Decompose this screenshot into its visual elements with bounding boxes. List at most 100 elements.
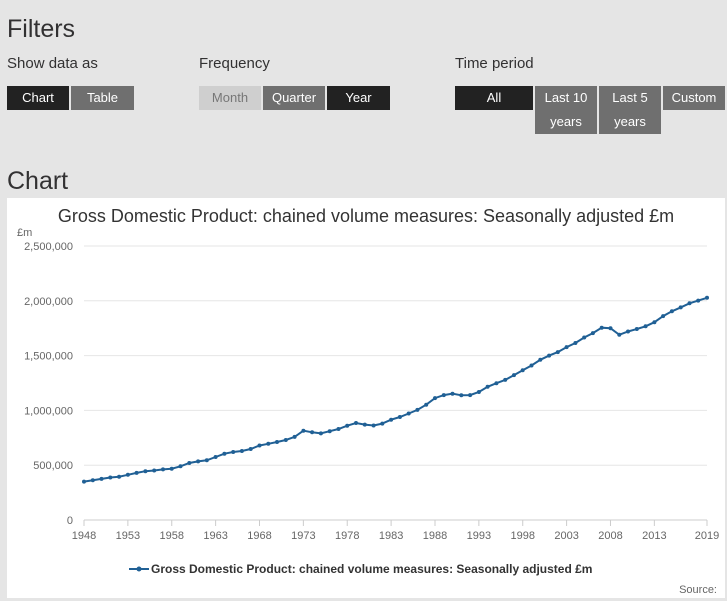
- gdp-data-point[interactable]: [231, 450, 236, 454]
- gdp-data-point[interactable]: [134, 470, 139, 475]
- gdp-data-point[interactable]: [143, 469, 148, 474]
- chart-view-button[interactable]: Chart: [7, 86, 69, 110]
- gdp-data-point[interactable]: [529, 363, 534, 368]
- gdp-data-point[interactable]: [669, 309, 674, 314]
- gdp-data-point[interactable]: [599, 325, 604, 330]
- gdp-data-point[interactable]: [520, 368, 525, 373]
- chart-heading: Chart: [7, 167, 69, 195]
- gdp-data-point[interactable]: [327, 429, 332, 434]
- gdp-data-point[interactable]: [204, 458, 209, 463]
- gdp-data-point[interactable]: [161, 467, 165, 472]
- gdp-data-point[interactable]: [82, 479, 86, 484]
- gdp-data-point[interactable]: [301, 428, 306, 433]
- gdp-data-point[interactable]: [503, 377, 508, 382]
- legend-series-label[interactable]: Gross Domestic Product: chained volume m…: [151, 562, 592, 576]
- gdp-data-point[interactable]: [617, 332, 622, 337]
- y-tick-label: 500,000: [33, 460, 73, 472]
- gdp-data-point[interactable]: [310, 430, 315, 435]
- gdp-data-point[interactable]: [468, 393, 473, 398]
- gdp-data-point[interactable]: [494, 381, 499, 386]
- gdp-data-point[interactable]: [643, 324, 648, 329]
- gdp-data-point[interactable]: [345, 423, 350, 428]
- gdp-data-point[interactable]: [380, 421, 385, 426]
- gdp-data-point[interactable]: [292, 434, 297, 439]
- x-tick-label: 1968: [247, 530, 271, 542]
- gdp-data-point[interactable]: [459, 393, 464, 398]
- x-tick-label: 1948: [72, 530, 96, 542]
- gdp-data-point[interactable]: [187, 461, 192, 465]
- month-frequency-button[interactable]: Month: [199, 86, 261, 110]
- quarter-frequency-button[interactable]: Quarter: [263, 86, 325, 110]
- y-tick-label: 1,000,000: [24, 405, 73, 417]
- gdp-data-point[interactable]: [99, 476, 104, 481]
- gdp-data-point[interactable]: [433, 396, 437, 401]
- last-5-years-label-line2: years: [614, 114, 646, 129]
- gdp-data-point[interactable]: [354, 421, 358, 425]
- y-tick-label: 2,000,000: [24, 296, 73, 308]
- gdp-data-point[interactable]: [152, 468, 157, 473]
- gdp-data-point[interactable]: [248, 447, 253, 451]
- source-label: Source:: [679, 584, 717, 596]
- frequency-label: Frequency: [199, 55, 270, 72]
- gdp-data-point[interactable]: [415, 407, 420, 412]
- gdp-data-point[interactable]: [108, 475, 113, 480]
- all-period-button[interactable]: All: [455, 86, 533, 110]
- gdp-data-point[interactable]: [222, 451, 227, 456]
- gdp-data-point[interactable]: [547, 353, 552, 358]
- gdp-data-point[interactable]: [389, 417, 394, 422]
- gdp-data-point[interactable]: [196, 459, 201, 464]
- gdp-data-point[interactable]: [239, 449, 244, 453]
- gdp-data-point[interactable]: [283, 438, 288, 442]
- gdp-data-point[interactable]: [582, 335, 587, 340]
- legend[interactable]: Gross Domestic Product: chained volume m…: [129, 562, 592, 576]
- gdp-data-point[interactable]: [626, 329, 630, 334]
- last-5-years-label-line1: Last 5: [612, 90, 648, 105]
- last-10-years-button[interactable]: Last 10 years: [535, 86, 597, 134]
- gdp-data-point[interactable]: [318, 431, 323, 436]
- gdp-data-point[interactable]: [678, 305, 683, 310]
- gdp-data-point[interactable]: [555, 350, 560, 355]
- year-frequency-button[interactable]: Year: [327, 86, 390, 110]
- x-tick-label: 2019: [695, 530, 719, 542]
- gdp-data-point[interactable]: [213, 455, 218, 459]
- gdp-data-point[interactable]: [564, 345, 569, 350]
- gdp-data-point[interactable]: [661, 314, 666, 319]
- gdp-data-point[interactable]: [608, 326, 613, 331]
- legend-dot-marker: [136, 566, 142, 572]
- gdp-data-point[interactable]: [275, 440, 279, 444]
- gdp-data-point[interactable]: [90, 478, 95, 483]
- gdp-data-point[interactable]: [266, 441, 271, 446]
- gdp-data-point[interactable]: [169, 466, 174, 471]
- gdp-data-point[interactable]: [406, 411, 411, 416]
- chart-panel: Gross Domestic Product: chained volume m…: [7, 198, 725, 598]
- gdp-data-point[interactable]: [178, 464, 183, 469]
- gdp-data-point[interactable]: [450, 391, 455, 396]
- gdp-data-point[interactable]: [424, 402, 429, 407]
- last-5-years-button[interactable]: Last 5 years: [599, 86, 661, 134]
- gdp-data-point[interactable]: [336, 427, 341, 431]
- gdp-data-point[interactable]: [397, 415, 402, 419]
- gdp-data-point[interactable]: [257, 443, 262, 448]
- custom-period-button[interactable]: Custom: [663, 86, 725, 110]
- gdp-data-point[interactable]: [652, 320, 657, 325]
- gdp-data-point[interactable]: [485, 384, 490, 389]
- gdp-data-point[interactable]: [512, 373, 516, 378]
- gdp-data-point[interactable]: [538, 357, 543, 362]
- gdp-data-point[interactable]: [634, 327, 639, 331]
- gdp-data-point[interactable]: [125, 472, 130, 477]
- gdp-data-point[interactable]: [476, 390, 481, 394]
- gdp-data-point[interactable]: [696, 298, 701, 303]
- gdp-data-point[interactable]: [705, 295, 709, 300]
- gdp-data-point[interactable]: [590, 331, 595, 336]
- gdp-line-chart: Gross Domestic Product: chained volume m…: [17, 206, 719, 596]
- gdp-data-point[interactable]: [117, 474, 122, 479]
- gdp-data-point[interactable]: [362, 422, 367, 427]
- gdp-data-point[interactable]: [687, 301, 692, 306]
- gdp-data-point[interactable]: [371, 423, 376, 428]
- gdp-data-point[interactable]: [573, 341, 578, 345]
- table-view-button[interactable]: Table: [71, 86, 134, 110]
- gdp-data-point[interactable]: [441, 393, 446, 398]
- show-data-as-label: Show data as: [7, 55, 98, 72]
- x-tick-label: 2013: [642, 530, 666, 542]
- gdp-series-line: [83, 296, 708, 483]
